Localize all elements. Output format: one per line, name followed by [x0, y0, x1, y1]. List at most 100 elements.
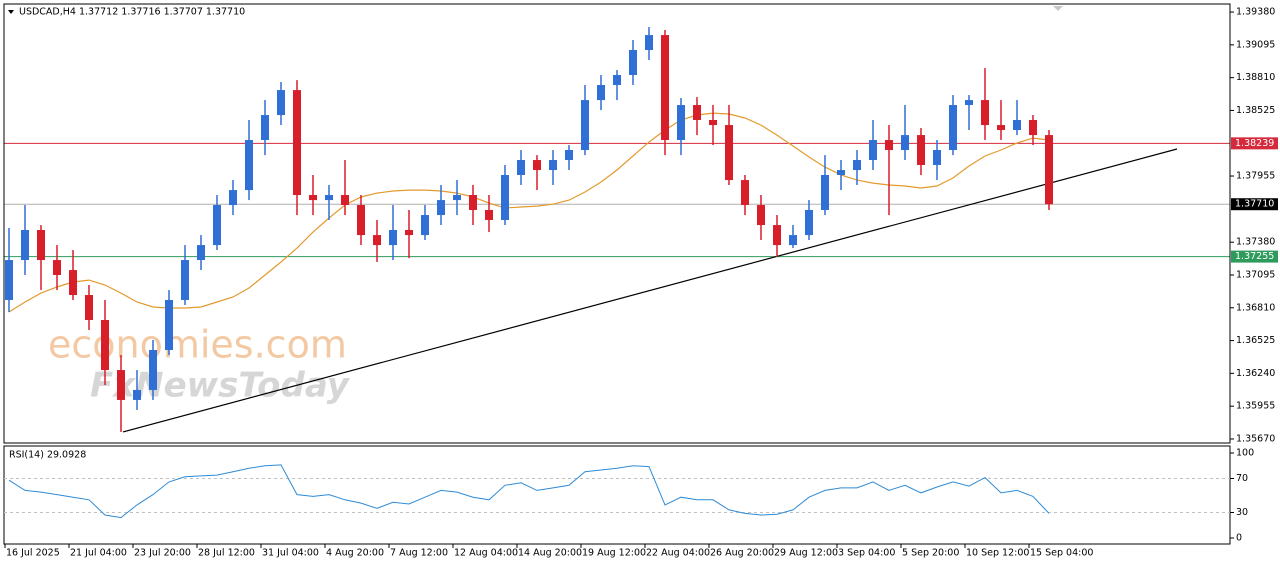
candle-body	[133, 389, 141, 400]
y-tick-label: 1.36810	[1236, 302, 1275, 313]
watermark: economies.com	[48, 323, 347, 367]
y-tick-label: 1.37095	[1236, 269, 1275, 280]
x-tick-label: 28 Jul 12:00	[198, 548, 255, 559]
candle-body	[677, 105, 685, 141]
candle-body	[341, 195, 349, 206]
y-tick-label: 1.35955	[1236, 401, 1275, 412]
candle-body	[565, 150, 573, 161]
candle-body	[933, 150, 941, 165]
x-tick-label: 26 Aug 20:00	[710, 548, 774, 559]
watermark: FxNewsToday	[90, 366, 351, 406]
candle-body	[693, 105, 701, 120]
candle-body	[21, 230, 29, 261]
x-tick-label: 12 Aug 04:00	[454, 548, 518, 559]
candle-body	[1013, 119, 1021, 131]
candle-body	[437, 200, 445, 216]
candle-body	[837, 170, 845, 175]
candle-body	[629, 50, 637, 75]
candle-body	[261, 115, 269, 141]
price-frame	[3, 3, 1231, 444]
x-tick-label: 22 Aug 04:00	[646, 548, 710, 559]
rsi-y-tick-label: 70	[1236, 473, 1248, 484]
y-tick-label: 1.39380	[1236, 7, 1275, 18]
candle-body	[485, 209, 493, 220]
candle-body	[581, 100, 589, 151]
candle-body	[69, 270, 77, 296]
candle-body	[245, 140, 253, 191]
candle-body	[645, 35, 653, 51]
candle-body	[965, 100, 973, 106]
candle-body	[325, 195, 333, 201]
moving-average	[8, 112, 1050, 313]
candle-body	[901, 135, 909, 151]
candle-body	[821, 174, 829, 210]
x-tick-label: 10 Sep 12:00	[966, 548, 1029, 559]
x-tick-label: 29 Aug 12:00	[774, 548, 838, 559]
y-tick-label: 1.37380	[1236, 237, 1275, 248]
candle-body	[373, 235, 381, 246]
y-tick-label: 1.38810	[1236, 72, 1275, 83]
candle-body	[165, 299, 173, 351]
candle-body	[741, 180, 749, 206]
price-level-label: 1.37710	[1235, 199, 1274, 210]
candle-body	[293, 90, 301, 196]
candle-body	[869, 140, 877, 161]
price-panel	[4, 27, 1230, 433]
candle-body	[1045, 135, 1053, 205]
candle-body	[533, 160, 541, 171]
y-tick-label: 1.39095	[1236, 39, 1275, 50]
candle-body	[213, 205, 221, 246]
price-level-tag	[1231, 137, 1278, 150]
candle-body	[277, 90, 285, 116]
y-tick-label: 1.36240	[1236, 368, 1275, 379]
y-tick-label: 1.37955	[1236, 171, 1275, 182]
price-level-label: 1.37255	[1235, 251, 1274, 262]
x-tick-label: 16 Jul 2025	[6, 548, 60, 559]
price-level-tag	[1231, 250, 1278, 263]
candle-body	[1029, 119, 1037, 136]
x-tick-label: 5 Sep 20:00	[902, 548, 959, 559]
x-tick-label: 19 Aug 12:00	[582, 548, 646, 559]
candle-body	[661, 35, 669, 141]
candle-body	[181, 260, 189, 300]
candle-body	[85, 295, 93, 320]
x-tick-label: 7 Aug 12:00	[390, 548, 448, 559]
candle-body	[597, 85, 605, 101]
rsi-line	[8, 464, 1050, 519]
y-tick-label: 1.38525	[1236, 105, 1275, 116]
candle-body	[981, 100, 989, 126]
rsi-frame	[3, 445, 1231, 545]
candle-body	[501, 174, 509, 220]
x-tick-label: 21 Jul 04:00	[70, 548, 127, 559]
candle-body	[853, 160, 861, 171]
candle-body	[725, 125, 733, 181]
candle-body	[389, 230, 397, 246]
candle-body	[613, 74, 621, 86]
candle-body	[101, 319, 109, 371]
candle-body	[405, 230, 413, 236]
symbol-header: USDCAD,H4 1.37712 1.37716 1.37707 1.3771…	[19, 7, 245, 18]
candle-body	[421, 215, 429, 236]
candle-body	[917, 135, 925, 165]
candle-body	[117, 370, 125, 400]
x-tick-label: 31 Jul 04:00	[262, 548, 319, 559]
x-tick-label: 23 Jul 20:00	[134, 548, 191, 559]
candle-body	[949, 105, 957, 151]
candle-body	[709, 119, 717, 126]
candle-body	[5, 260, 13, 300]
candle-body	[229, 190, 237, 206]
rsi-y-tick-label: 100	[1236, 448, 1254, 459]
rsi-title: RSI(14) 29.0928	[9, 450, 86, 461]
y-tick-label: 1.36525	[1236, 335, 1275, 346]
x-tick-label: 14 Aug 20:00	[518, 548, 582, 559]
candle-body	[53, 260, 61, 275]
menu-arrow[interactable]	[8, 10, 14, 14]
x-tick-label: 3 Sep 04:00	[838, 548, 895, 559]
price-level-tag	[1231, 198, 1278, 211]
candle-body	[517, 160, 525, 175]
candle-body	[453, 195, 461, 201]
candle-body	[757, 205, 765, 226]
